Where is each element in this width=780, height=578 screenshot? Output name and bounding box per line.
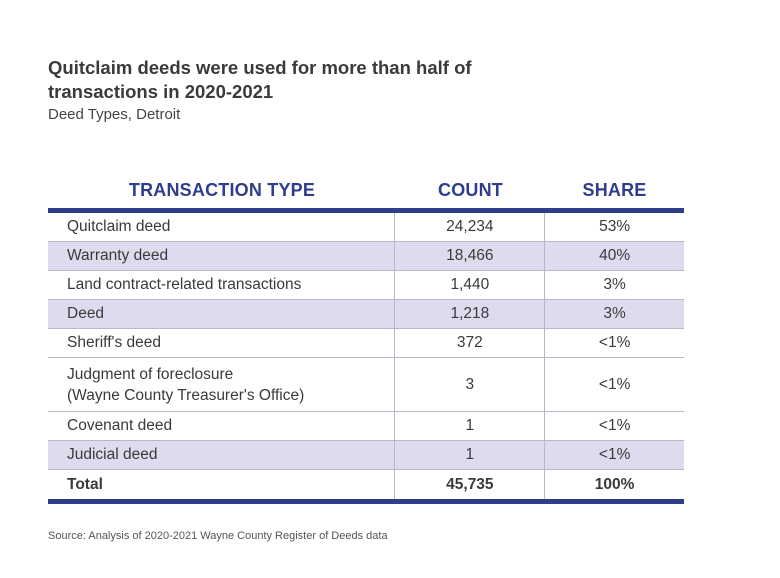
row-type: Quitclaim deed <box>48 213 396 241</box>
row-share: <1% <box>598 334 631 351</box>
source-note: Source: Analysis of 2020-2021 Wayne Coun… <box>48 530 388 542</box>
row-share: 40% <box>599 247 631 264</box>
deed-types-table: TRANSACTION TYPE COUNT SHARE Quitclaim d… <box>48 172 684 504</box>
row-count: 24,234 <box>395 213 546 241</box>
row-count: 3 <box>395 358 546 411</box>
row-count: 1 <box>395 412 546 440</box>
table-row: Warranty deed 18,466 40% <box>48 242 684 271</box>
chart-title: Quitclaim deeds were used for more than … <box>48 57 472 102</box>
table-row: Sheriff's deed 372 <1% <box>48 329 684 358</box>
table-row: Land contract-related transactions 1,440… <box>48 271 684 300</box>
header-share: SHARE <box>582 179 647 200</box>
row-count: 18,466 <box>395 242 546 270</box>
row-type: Covenant deed <box>48 412 396 440</box>
table-row: Covenant deed 1 <1% <box>48 412 684 441</box>
table-row: Deed 1,218 3% <box>48 300 684 329</box>
row-type: Sheriff's deed <box>48 329 396 357</box>
header-count: COUNT <box>438 179 503 200</box>
table-row: Judgment of foreclosure (Wayne County Tr… <box>48 358 684 412</box>
table-row: Quitclaim deed 24,234 53% <box>48 213 684 242</box>
row-type: Judicial deed <box>48 441 396 469</box>
row-count: 1,218 <box>395 300 546 328</box>
row-type-line-2: (Wayne County Treasurer's Office) <box>67 386 305 404</box>
row-share: 53% <box>599 218 631 235</box>
row-type-line-1: Judgment of foreclosure <box>67 365 234 383</box>
row-share: 3% <box>603 305 626 322</box>
footer-rule <box>48 499 684 504</box>
row-count: 1 <box>395 441 546 469</box>
row-type: Land contract-related transactions <box>48 271 396 299</box>
row-count: 1,440 <box>395 271 546 299</box>
row-share: 3% <box>603 276 626 293</box>
row-share: <1% <box>598 446 631 463</box>
row-share: <1% <box>598 417 631 434</box>
row-type: Judgment of foreclosure (Wayne County Tr… <box>48 358 396 411</box>
total-count: 45,735 <box>395 470 546 499</box>
total-row: Total 45,735 100% <box>48 470 684 499</box>
header-rule <box>48 208 684 213</box>
table-row: Judicial deed 1 <1% <box>48 441 684 470</box>
row-type: Deed <box>48 300 396 328</box>
row-type: Warranty deed <box>48 242 396 270</box>
table-header: TRANSACTION TYPE COUNT SHARE <box>48 172 684 208</box>
chart-subtitle: Deed Types, Detroit <box>48 106 181 123</box>
header-transaction-type: TRANSACTION TYPE <box>128 179 316 200</box>
row-count: 372 <box>395 329 546 357</box>
total-label: Total <box>48 470 396 499</box>
row-share: <1% <box>598 375 631 393</box>
total-share: 100% <box>594 475 635 493</box>
